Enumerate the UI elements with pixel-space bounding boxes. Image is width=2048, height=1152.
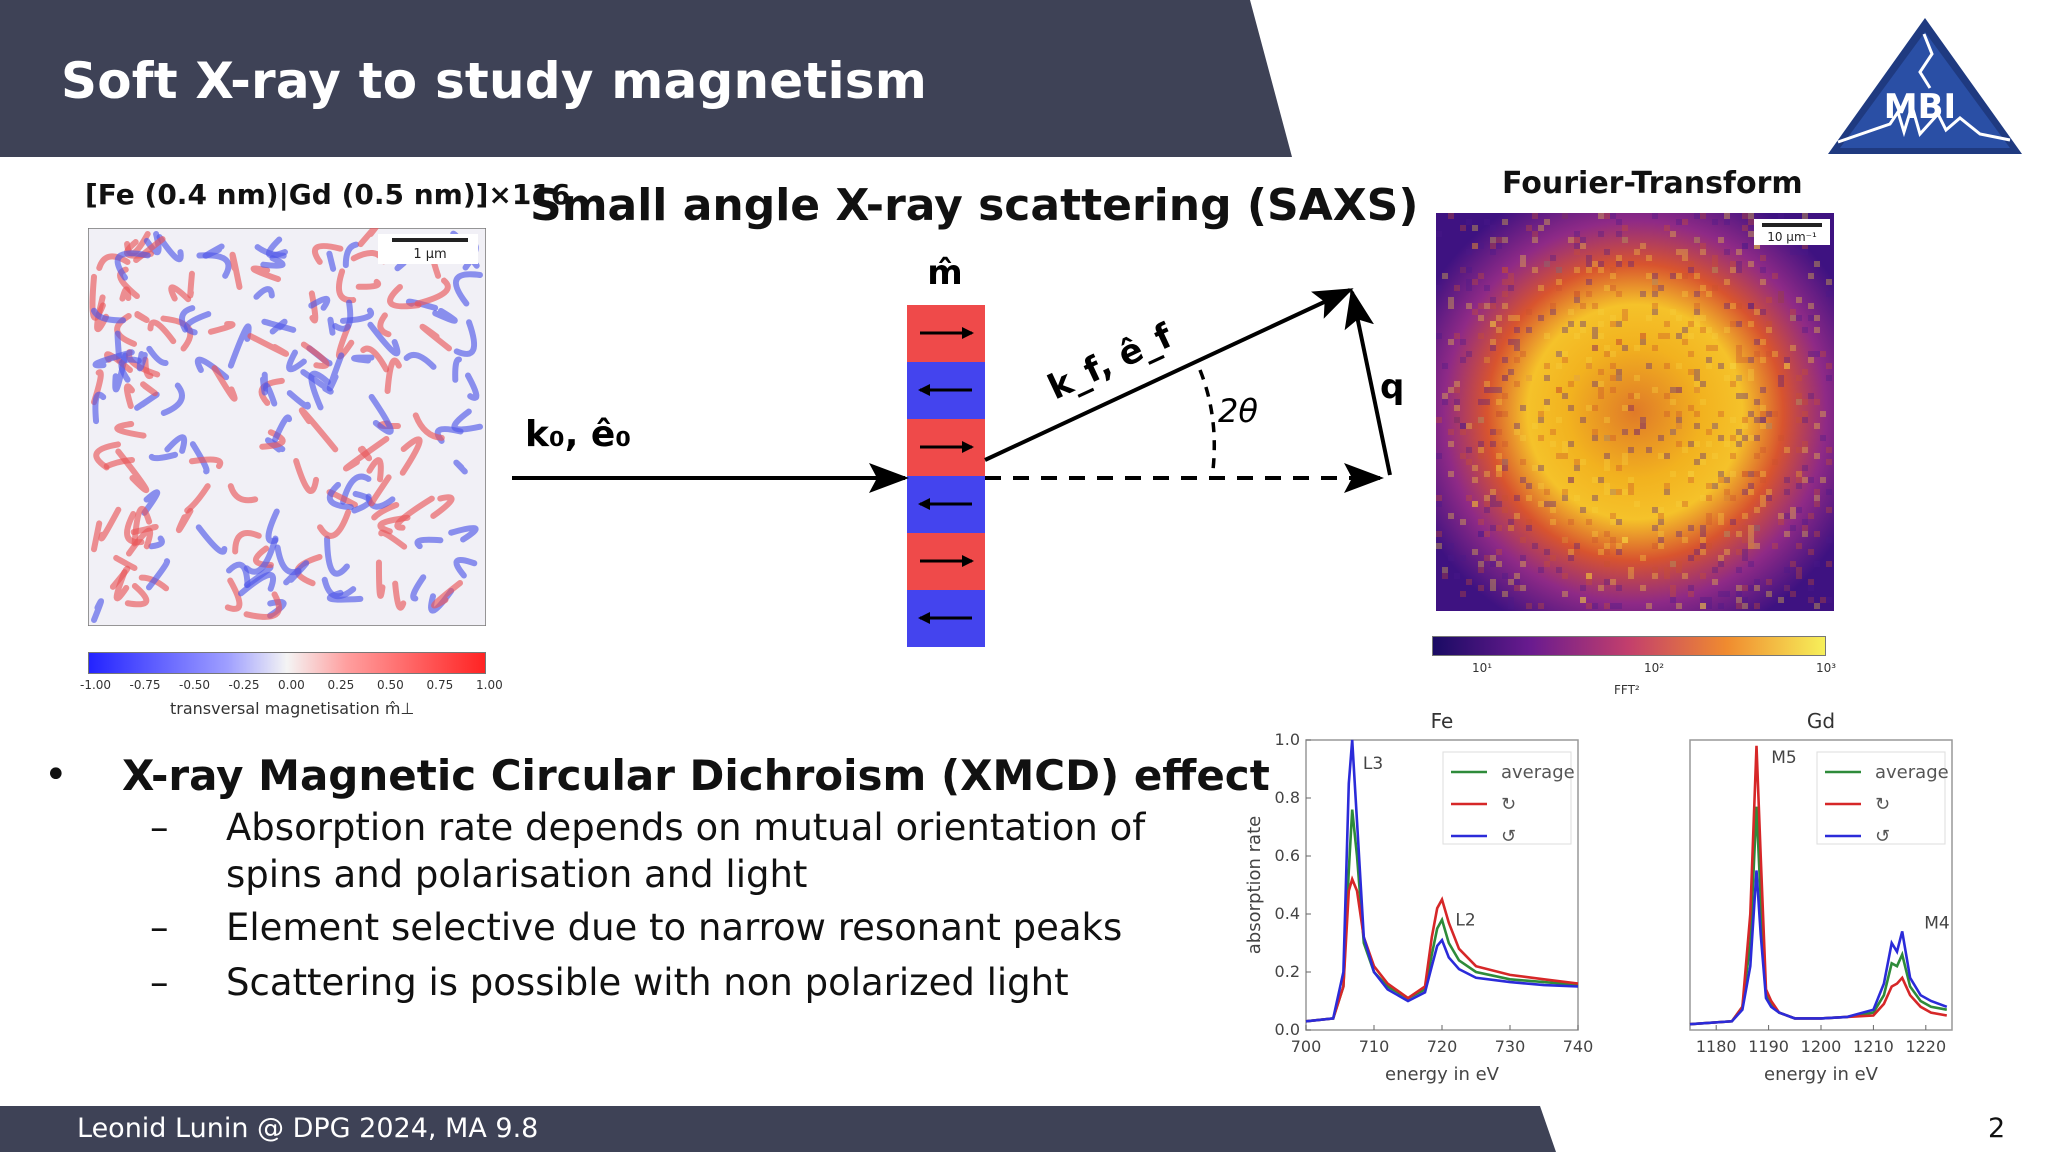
peak-label: M4 xyxy=(1924,914,1949,934)
q-vector-arrow xyxy=(1344,288,1392,476)
legend-label: ↻ xyxy=(1875,794,1890,815)
x-tick-label: 730 xyxy=(1495,1037,1526,1056)
fft-colorbar xyxy=(1432,636,1826,656)
magnetisation-colorbar-tick: -1.00 xyxy=(80,678,112,692)
scattering-angle-arc xyxy=(1198,369,1217,479)
y-tick-label: 0.8 xyxy=(1275,788,1300,807)
dash-3: – xyxy=(150,961,169,1004)
chart-title: Gd xyxy=(1807,709,1835,733)
logo-text: MBI xyxy=(1884,87,1956,127)
saxs-diagram: m̂ k₀, ê₀ k_f, ê_f 2θ q xyxy=(512,253,1404,647)
incident-beam-label: k₀, ê₀ xyxy=(525,414,631,455)
chart-panel-gd: Gd 1180 1190 1200 1210 1220 energy in eV M5 M4 av… xyxy=(1689,709,1953,1085)
fourier-title: Fourier-Transform xyxy=(1502,166,1803,201)
x-axis-label: energy in eV xyxy=(1764,1064,1879,1085)
x-tick-label: 1180 xyxy=(1696,1037,1737,1056)
x-tick-label: 700 xyxy=(1291,1037,1322,1056)
legend-label: ↺ xyxy=(1501,826,1516,847)
peak-label: L3 xyxy=(1363,754,1383,774)
dash-2: – xyxy=(150,906,169,949)
sub-bullet-1b: spins and polarisation and light xyxy=(226,853,808,896)
x-tick-label: 740 xyxy=(1563,1037,1594,1056)
dash-1: – xyxy=(150,806,169,849)
page-number: 2 xyxy=(1988,1113,2006,1144)
peak-label: L2 xyxy=(1455,911,1475,931)
fft-colorbar-tick-1: 10¹ xyxy=(1472,661,1493,675)
y-tick-label: 0.4 xyxy=(1275,904,1300,923)
magnetization-domain-image: 1 μm xyxy=(88,228,486,626)
angle-label: 2θ xyxy=(1218,392,1258,430)
fourier-transform-image: 10 μm⁻¹ xyxy=(1436,213,1834,611)
x-tick-label: 1220 xyxy=(1905,1037,1946,1056)
series-line-2 xyxy=(1305,739,1579,1023)
legend-box xyxy=(1442,751,1572,845)
legend-label: ↺ xyxy=(1875,826,1890,847)
magnetisation-colorbar-tick: 0.00 xyxy=(278,678,305,692)
chart-title: Fe xyxy=(1431,709,1454,733)
peak-label: M5 xyxy=(1771,748,1796,768)
bullet-dot: • xyxy=(44,752,68,798)
y-tick-label: 0.2 xyxy=(1275,962,1300,981)
chart-panel-fe: Fe 700 710 720 730 740 energy in eV 0.0 0.2 0.4 0.… xyxy=(1244,709,1593,1085)
sample-label: [Fe (0.4 nm)|Gd (0.5 nm)]×116 xyxy=(85,178,571,211)
sub-bullet-2: Element selective due to narrow resonant… xyxy=(226,906,1123,949)
magnetisation-colorbar-ticks: -1.00 -0.75 -0.50 -0.25 0.00 0.25 0.50 0.75 1.00 xyxy=(70,678,510,698)
header-band xyxy=(0,0,1292,157)
x-tick-label: 720 xyxy=(1427,1037,1458,1056)
scattered-beam-arrow xyxy=(984,288,1354,462)
x-tick-label: 710 xyxy=(1359,1037,1390,1056)
mbi-logo: MBI xyxy=(1828,18,2022,154)
x-tick-label: 1210 xyxy=(1853,1037,1894,1056)
y-tick-label: 1.0 xyxy=(1275,730,1300,749)
sub-bullet-1a: Absorption rate depends on mutual orient… xyxy=(226,806,1146,849)
legend-box xyxy=(1816,751,1946,845)
xmcd-spectra-charts: Fe 700 710 720 730 740 energy in eV 0.0 0.2 0.4 0.… xyxy=(1244,709,1953,1085)
footer-text: Leonid Lunin @ DPG 2024, MA 9.8 xyxy=(77,1113,539,1144)
fourier-scale-bar: 10 μm⁻¹ xyxy=(1767,230,1817,244)
x-tick-label: 1190 xyxy=(1748,1037,1789,1056)
y-axis-label: absorption rate xyxy=(1244,816,1265,954)
magnetisation-colorbar-tick: 0.25 xyxy=(327,678,355,692)
magnetisation-colorbar-tick: -0.75 xyxy=(129,678,161,692)
slide-title: Soft X-ray to study magnetism xyxy=(61,52,928,110)
fft-colorbar-tick-3: 10³ xyxy=(1816,661,1837,675)
series-line-2 xyxy=(1689,870,1948,1026)
footer-band xyxy=(0,1106,1556,1152)
legend-label: ↻ xyxy=(1501,794,1516,815)
sub-bullet-3: Scattering is possible with non polarize… xyxy=(226,961,1069,1004)
magnetisation-colorbar-tick: -0.25 xyxy=(228,678,260,692)
magnetisation-colorbar-tick: -0.50 xyxy=(179,678,211,692)
magnetization-label: m̂ xyxy=(927,253,962,293)
sample-scale-bar: 1 μm xyxy=(413,247,446,262)
saxs-title: Small angle X-ray scattering (SAXS) xyxy=(530,180,1419,231)
magnetisation-colorbar-tick: 1.00 xyxy=(476,678,503,692)
magnetisation-colorbar-tick: 0.50 xyxy=(377,678,404,692)
legend-label: average xyxy=(1501,762,1575,783)
y-tick-label: 0.6 xyxy=(1275,846,1300,865)
x-tick-label: 1200 xyxy=(1801,1037,1842,1056)
fft-colorbar-label: FFT² xyxy=(1614,683,1640,697)
fft-colorbar-tick-2: 10² xyxy=(1644,661,1665,675)
scattered-beam-label: k_f, ê_f xyxy=(1042,316,1180,409)
xmcd-heading: X-ray Magnetic Circular Dichroism (XMCD)… xyxy=(122,751,1270,800)
series-line-1 xyxy=(1305,875,1579,1023)
magnetisation-colorbar-label: transversal magnetisation m̂⊥ xyxy=(170,699,415,718)
y-tick-label: 0.0 xyxy=(1275,1020,1300,1039)
x-axis-label: energy in eV xyxy=(1385,1064,1500,1085)
q-label: q xyxy=(1380,367,1404,407)
legend-label: average xyxy=(1875,762,1949,783)
magnetisation-colorbar xyxy=(88,652,486,674)
magnetisation-colorbar-tick: 0.75 xyxy=(426,678,454,692)
magnetic-layer-stack xyxy=(907,305,985,647)
